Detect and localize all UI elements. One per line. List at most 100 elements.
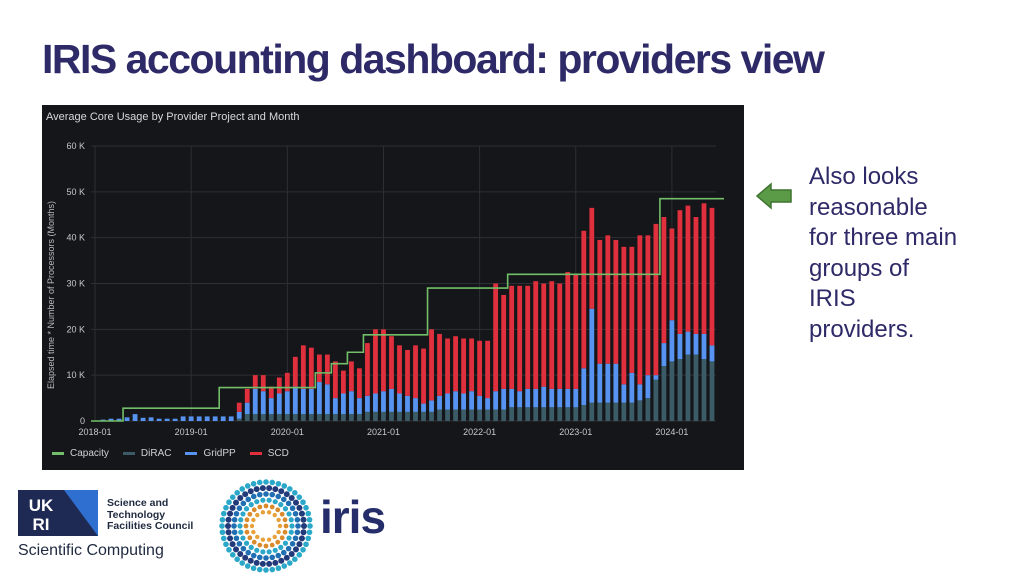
iris-logo-dot [256,491,263,498]
bar-scd [437,333,442,396]
iris-logo-dot [234,556,240,563]
bar-scd [549,281,555,389]
iris-logo-dot [286,486,293,492]
iris-logo-dot [239,486,246,492]
iris-logo-dot [247,535,253,541]
iris-logo-dot [278,502,284,508]
bar-dirac [445,409,450,421]
scientific-computing-label: Scientific Computing [18,542,164,559]
bar-dirac [541,407,547,421]
iris-logo-dot [298,510,305,517]
bar-scd [501,294,507,389]
bar-scd [413,345,418,399]
x-tick-label: 2019-01 [175,427,208,437]
bar-scd [645,235,651,376]
note-line: reasonable [809,193,928,221]
legend-item[interactable]: SCD [249,448,289,459]
bar-scd [613,239,619,364]
bar-scd [669,228,675,321]
bar-gridpp [156,418,162,421]
bar-scd [260,375,266,392]
bar-scd [276,377,282,394]
iris-logo-dot [220,535,227,542]
bar-dirac [501,409,507,421]
bar-dirac [509,407,515,421]
bar-dirac [357,414,362,421]
iris-logo-dot [288,517,294,523]
iris-logo-dot [263,543,269,549]
iris-logo-dot [272,512,277,518]
bar-dirac [629,402,635,421]
iris-logo-dot [223,504,229,511]
iris-logo-dot [306,529,313,536]
iris-logo-dot [244,517,250,523]
iris-logo-dot [219,516,226,523]
bar-scd [621,246,627,385]
bar-dirac [581,404,587,421]
y-tick-label: 40 K [66,233,85,243]
bar-gridpp [525,388,531,408]
bar-gridpp [605,363,611,403]
bar-scd [477,340,483,396]
legend-item[interactable]: DiRAC [122,448,172,459]
bar-gridpp [244,402,250,415]
iris-logo-dot [251,507,257,513]
iris-logo-dot [281,563,288,569]
bar-scd [461,338,466,394]
bar-gridpp [324,384,330,415]
bar-dirac [589,402,595,421]
iris-logo-dot [275,507,281,513]
bar-gridpp [341,393,346,415]
iris-logo-dot [300,529,307,536]
iris-logo-dot [229,494,236,500]
bar-gridpp [284,391,290,415]
iris-logo-dot [239,560,246,566]
bar-gridpp [573,388,579,408]
iris-logo-dot [243,506,250,512]
iris-logo-dot [233,499,240,506]
bar-scd [709,207,715,346]
x-tick-label: 2023-01 [559,427,592,437]
iris-logo-dot [255,512,260,518]
bar-gridpp [469,391,475,410]
bar-gridpp [300,388,306,415]
iris-logo-dot [300,516,307,523]
iris-logo-dot [226,546,232,553]
bar-gridpp [365,395,370,412]
bar-gridpp [597,363,603,403]
iris-logo-dot [242,554,249,561]
iris-logo-dot [292,510,299,517]
legend-label: DiRAC [140,448,172,459]
bar-gridpp [308,388,314,415]
bar-gridpp [429,400,434,412]
legend-item[interactable]: GridPP [185,448,236,459]
iris-logo-dot [306,516,313,523]
iris-logo-dot [250,480,257,487]
legend-item[interactable]: Capacity [52,448,109,459]
bar-gridpp [485,398,491,410]
bar-scd [421,348,426,404]
bar-gridpp [653,375,659,380]
bar-gridpp [116,418,122,421]
bar-scd [284,372,290,392]
iris-logo-dot [231,529,238,536]
iris-logo-dot [231,516,238,523]
bar-gridpp [581,368,587,405]
bar-scd [557,283,563,389]
iris-logo-dot [248,502,254,508]
x-tick-label: 2024-01 [655,427,688,437]
bar-dirac [685,354,691,421]
iris-logo-dot [256,566,263,573]
bar-scd [429,329,434,401]
capacity-line [91,197,725,422]
iris-logo-dot [250,493,257,500]
ukri-logo-text-bottom: RI [33,515,50,534]
iris-logo-dot [275,539,281,545]
x-tick-label: 2020-01 [271,427,304,437]
iris-logo-dot [278,557,285,564]
iris-logo-dot [294,516,301,523]
iris-logo-dot [256,554,263,561]
bar-gridpp [533,388,539,408]
bar-scd [341,370,346,394]
iris-logo-dot [260,510,266,515]
